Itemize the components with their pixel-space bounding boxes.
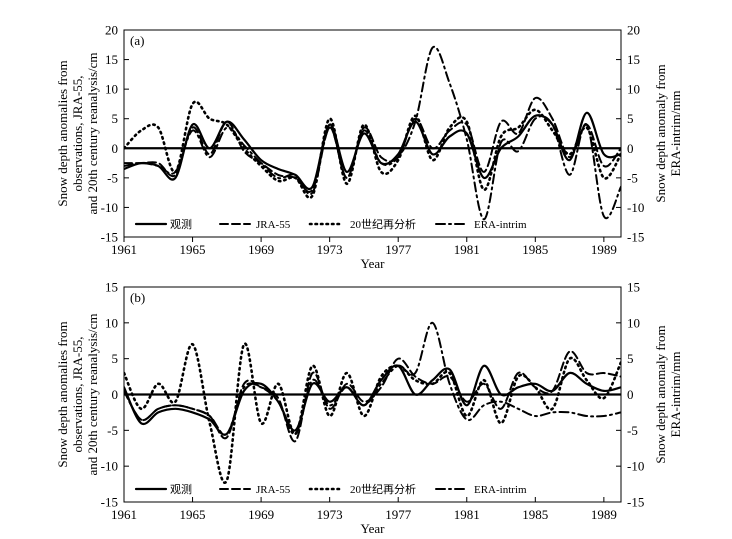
y-left-tick-label: 0 [112,387,119,402]
x-tick-label: 1981 [454,507,480,522]
y-right-axis-label: ERA-intrim/mm [668,352,683,438]
x-tick-label: 1973 [317,507,343,522]
y-left-axis-label: observations, JRA-55, [70,76,85,192]
y-right-tick-label: 0 [627,387,634,402]
series-line-dotted [124,342,621,484]
y-left-tick-label: 20 [105,23,118,38]
y-left-tick-label: 15 [105,52,118,67]
x-tick-label: 1977 [385,507,412,522]
legend-label: ERA-intrim [474,219,527,231]
y-right-tick-label: -5 [627,170,638,185]
y-left-tick-label: -15 [101,230,118,245]
y-right-tick-label: 10 [627,82,640,97]
y-left-tick-label: 5 [112,351,119,366]
plot-frame [123,29,622,238]
y-left-tick-label: 5 [112,111,119,126]
y-right-tick-label: 10 [627,315,640,330]
y-right-tick-label: -15 [627,495,644,510]
x-tick-label: 1989 [591,507,617,522]
y-right-tick-label: 20 [627,23,640,38]
x-tick-label: 1989 [591,242,617,257]
y-left-axis-label: Snow depth anomalies from [55,60,70,206]
x-tick-label: 1965 [180,507,206,522]
x-tick-label: 1981 [454,242,480,257]
x-tick-label: 1985 [522,507,548,522]
y-right-tick-label: 15 [627,280,640,295]
legend-label: 20世纪再分析 [350,482,416,496]
x-tick-label: 1961 [111,507,137,522]
x-tick-label: 1985 [522,242,548,257]
y-left-axis-label: Snow depth anomalies from [55,321,70,467]
series-line-dashdot [124,45,621,221]
x-tick-label: 1969 [248,242,274,257]
x-tick-label: 1973 [317,242,343,257]
y-right-tick-label: 5 [627,111,634,126]
x-axis-label: Year [361,521,386,536]
y-left-tick-label: 10 [105,82,118,97]
y-left-axis-label: and 20th century reanalysis/cm [85,313,100,475]
x-axis-label: Year [361,256,386,271]
series-line-solid [124,111,621,190]
x-tick-label: 1969 [248,507,274,522]
series-line-dashdot [124,321,621,436]
x-tick-label: 1977 [385,242,412,257]
y-left-tick-label: -15 [101,495,118,510]
y-right-axis-label: Snow depth anomaly from [653,64,668,202]
y-right-tick-label: -10 [627,459,644,474]
legend-label: 观测 [170,218,192,231]
y-left-axis-label: and 20th century reanalysis/cm [85,52,100,214]
legend-label: JRA-55 [256,219,291,231]
y-left-tick-label: -10 [101,200,118,215]
y-left-tick-label: -10 [101,459,118,474]
y-left-tick-label: 10 [105,315,118,330]
y-left-tick-label: -5 [107,170,118,185]
panel-b: 1961 1965 1969 1973 1977 1981 1985 1989 -15 -10 -5… [55,280,683,537]
y-right-axis-label: ERA-intrim/mm [668,91,683,177]
panel-tag: (a) [130,33,144,48]
legend-label: 20世纪再分析 [350,217,416,231]
legend-label: ERA-intrim [474,484,527,496]
y-right-tick-label: 0 [627,141,634,156]
legend-label: 观测 [170,483,192,496]
y-right-tick-label: -15 [627,230,644,245]
series-line-dotted [124,100,621,200]
y-right-tick-label: 5 [627,351,634,366]
y-left-tick-label: -5 [107,423,118,438]
y-right-axis-label: Snow depth anomaly from [653,325,668,463]
panel-tag: (b) [130,290,145,305]
y-right-tick-label: 15 [627,52,640,67]
x-tick-label: 1965 [180,242,206,257]
legend-label: JRA-55 [256,484,291,496]
series-line-dashed [124,96,621,193]
y-right-tick-label: -5 [627,423,638,438]
y-left-axis-label: observations, JRA-55, [70,337,85,453]
x-tick-label: 1961 [111,242,137,257]
panel-a: 1961 1965 1969 1973 1977 1981 1985 1989 -15 -10 -5… [55,23,683,272]
y-left-tick-label: 15 [105,280,118,295]
y-right-tick-label: -10 [627,200,644,215]
y-left-tick-label: 0 [112,141,119,156]
